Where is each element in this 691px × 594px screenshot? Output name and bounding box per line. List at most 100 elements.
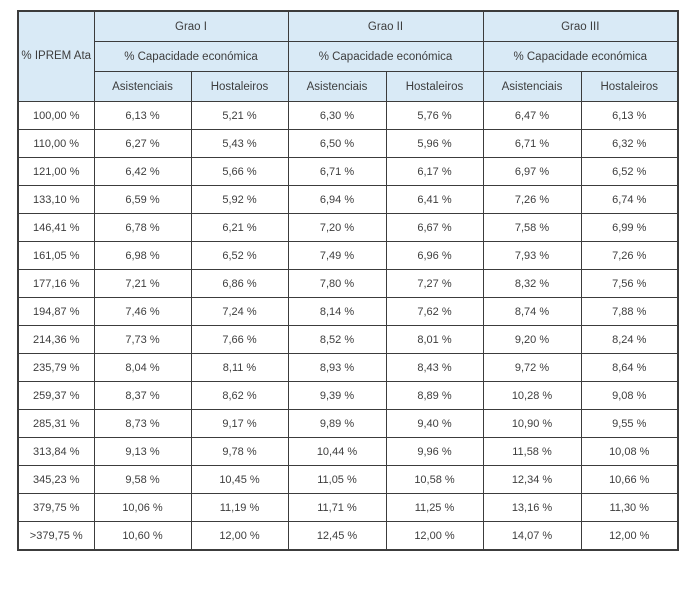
value-cell: 7,56 % (580, 269, 679, 298)
value-cell: 6,96 % (385, 241, 484, 270)
value-cell: 6,47 % (482, 101, 582, 130)
value-cell: 7,20 % (287, 213, 387, 242)
value-cell: 10,90 % (482, 409, 582, 438)
value-cell: 8,14 % (287, 297, 387, 326)
subheader-hostaleiros-grao-2: Hostaleiros (385, 71, 484, 102)
table-row: 285,31 % 8,73 % 9,17 % 9,89 % 9,40 % 10,90 % 9… (17, 409, 679, 438)
table-row: 177,16 % 7,21 % 6,86 % 7,80 % 7,27 % 8,32 % 7,… (17, 269, 679, 298)
iprem-cell: 345,23 % (17, 465, 95, 494)
table-row: 379,75 % 10,06 % 11,19 % 11,71 % 11,25 % 13,1… (17, 493, 679, 522)
iprem-cell: >379,75 % (17, 521, 95, 551)
value-cell: 7,93 % (482, 241, 582, 270)
value-cell: 7,46 % (93, 297, 192, 326)
value-cell: 10,28 % (482, 381, 582, 410)
iprem-cell: 259,37 % (17, 381, 95, 410)
table-row: 345,23 % 9,58 % 10,45 % 11,05 % 10,58 % 12,34… (17, 465, 679, 494)
value-cell: 8,89 % (385, 381, 484, 410)
value-cell: 8,24 % (580, 325, 679, 354)
header-row-groups: % IPREM Ata Grao I Grao II Grao III (17, 10, 679, 102)
table-row: 121,00 % 6,42 % 5,66 % 6,71 % 6,17 % 6,97 % 6,… (17, 157, 679, 186)
group-header-grao-2: Grao II (287, 10, 484, 42)
table-header: % IPREM Ata Grao I Grao II Grao III % Ca… (17, 10, 679, 102)
value-cell: 13,16 % (482, 493, 582, 522)
value-cell: 6,52 % (190, 241, 289, 270)
value-cell: 6,59 % (93, 185, 192, 214)
group-header-grao-3: Grao III (482, 10, 679, 42)
iprem-cell: 285,31 % (17, 409, 95, 438)
value-cell: 7,21 % (93, 269, 192, 298)
value-cell: 6,52 % (580, 157, 679, 186)
value-cell: 14,07 % (482, 521, 582, 551)
value-cell: 8,43 % (385, 353, 484, 382)
value-cell: 12,00 % (385, 521, 484, 551)
value-cell: 6,30 % (287, 101, 387, 130)
table-row: 194,87 % 7,46 % 7,24 % 8,14 % 7,62 % 8,74 % 7,… (17, 297, 679, 326)
value-cell: 9,58 % (93, 465, 192, 494)
value-cell: 11,71 % (287, 493, 387, 522)
value-cell: 7,73 % (93, 325, 192, 354)
value-cell: 10,60 % (93, 521, 192, 551)
value-cell: 7,26 % (580, 241, 679, 270)
value-cell: 8,64 % (580, 353, 679, 382)
value-cell: 10,58 % (385, 465, 484, 494)
iprem-cell: 194,87 % (17, 297, 95, 326)
iprem-cell: 110,00 % (17, 129, 95, 158)
group-header-grao-1: Grao I (93, 10, 289, 42)
value-cell: 10,66 % (580, 465, 679, 494)
table-row: 161,05 % 6,98 % 6,52 % 7,49 % 6,96 % 7,93 % 7,… (17, 241, 679, 270)
table-row: 133,10 % 6,59 % 5,92 % 6,94 % 6,41 % 7,26 % 6,… (17, 185, 679, 214)
value-cell: 5,76 % (385, 101, 484, 130)
value-cell: 6,67 % (385, 213, 484, 242)
header-row-subcolumns: Asistenciais Hostaleiros Asistenciais Ho… (18, 71, 679, 102)
value-cell: 6,86 % (190, 269, 289, 298)
value-cell: 6,71 % (482, 129, 582, 158)
table-row: 214,36 % 7,73 % 7,66 % 8,52 % 8,01 % 9,20 % 8,… (17, 325, 679, 354)
value-cell: 10,08 % (580, 437, 679, 466)
iprem-cell: 214,36 % (17, 325, 95, 354)
value-cell: 6,50 % (287, 129, 387, 158)
table-row: 110,00 % 6,27 % 5,43 % 6,50 % 5,96 % 6,71 % 6,… (17, 129, 679, 158)
value-cell: 6,13 % (580, 101, 679, 130)
value-cell: 8,37 % (93, 381, 192, 410)
table-row: 146,41 % 6,78 % 6,21 % 7,20 % 6,67 % 7,58 % 6,… (17, 213, 679, 242)
subheader-hostaleiros-grao-3: Hostaleiros (580, 71, 679, 102)
value-cell: 6,21 % (190, 213, 289, 242)
value-cell: 8,52 % (287, 325, 387, 354)
subheader-hostaleiros-grao-1: Hostaleiros (190, 71, 289, 102)
value-cell: 6,13 % (93, 101, 192, 130)
value-cell: 9,96 % (385, 437, 484, 466)
value-cell: 5,21 % (190, 101, 289, 130)
value-cell: 7,66 % (190, 325, 289, 354)
value-cell: 11,58 % (482, 437, 582, 466)
table-row: >379,75 % 10,60 % 12,00 % 12,45 % 12,00 % 14,… (17, 521, 679, 551)
value-cell: 7,62 % (385, 297, 484, 326)
value-cell: 12,45 % (287, 521, 387, 551)
iprem-column-header: % IPREM Ata (17, 10, 95, 102)
iprem-cell: 177,16 % (17, 269, 95, 298)
value-cell: 5,96 % (385, 129, 484, 158)
value-cell: 9,72 % (482, 353, 582, 382)
value-cell: 7,24 % (190, 297, 289, 326)
value-cell: 9,08 % (580, 381, 679, 410)
iprem-cell: 121,00 % (17, 157, 95, 186)
table-row: 259,37 % 8,37 % 8,62 % 9,39 % 8,89 % 10,28 % 9… (17, 381, 679, 410)
capacity-header-grao-1: % Capacidade económica (93, 41, 289, 72)
value-cell: 7,58 % (482, 213, 582, 242)
value-cell: 7,49 % (287, 241, 387, 270)
value-cell: 11,05 % (287, 465, 387, 494)
value-cell: 6,94 % (287, 185, 387, 214)
table-row: 313,84 % 9,13 % 9,78 % 10,44 % 9,96 % 11,58 %… (17, 437, 679, 466)
subheader-asistenciais-grao-2: Asistenciais (287, 71, 387, 102)
value-cell: 6,71 % (287, 157, 387, 186)
value-cell: 10,06 % (93, 493, 192, 522)
value-cell: 5,92 % (190, 185, 289, 214)
value-cell: 6,74 % (580, 185, 679, 214)
value-cell: 12,00 % (190, 521, 289, 551)
value-cell: 12,34 % (482, 465, 582, 494)
table-row: 235,79 % 8,04 % 8,11 % 8,93 % 8,43 % 9,72 % 8,… (17, 353, 679, 382)
table-body: 100,00 % 6,13 % 5,21 % 6,30 % 5,76 % 6,47 % 6,… (17, 101, 679, 551)
value-cell: 10,44 % (287, 437, 387, 466)
value-cell: 8,04 % (93, 353, 192, 382)
value-cell: 6,41 % (385, 185, 484, 214)
